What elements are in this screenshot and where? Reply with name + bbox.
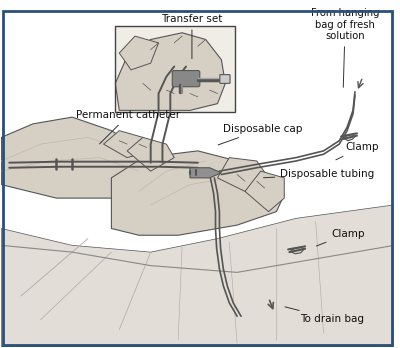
Polygon shape <box>1 117 174 198</box>
Polygon shape <box>1 205 394 347</box>
FancyBboxPatch shape <box>220 74 230 84</box>
Polygon shape <box>127 137 174 171</box>
Text: From hanging
bag of fresh
solution: From hanging bag of fresh solution <box>311 8 380 87</box>
Polygon shape <box>290 247 304 254</box>
FancyBboxPatch shape <box>172 71 200 87</box>
Polygon shape <box>218 158 268 191</box>
Text: Disposable tubing: Disposable tubing <box>264 169 374 180</box>
Polygon shape <box>111 151 284 235</box>
Bar <box>115 26 235 112</box>
Text: To drain bag: To drain bag <box>285 307 364 324</box>
Text: Permanent catheter: Permanent catheter <box>76 110 180 144</box>
Polygon shape <box>119 36 158 70</box>
Text: Transfer set: Transfer set <box>161 14 223 59</box>
Polygon shape <box>115 33 225 110</box>
Polygon shape <box>104 130 151 158</box>
Text: Clamp: Clamp <box>316 229 365 246</box>
Text: Clamp: Clamp <box>336 142 379 160</box>
Text: Disposable cap: Disposable cap <box>218 124 303 145</box>
Polygon shape <box>190 168 221 178</box>
Polygon shape <box>343 135 355 141</box>
Polygon shape <box>245 171 284 212</box>
Bar <box>115 26 235 112</box>
